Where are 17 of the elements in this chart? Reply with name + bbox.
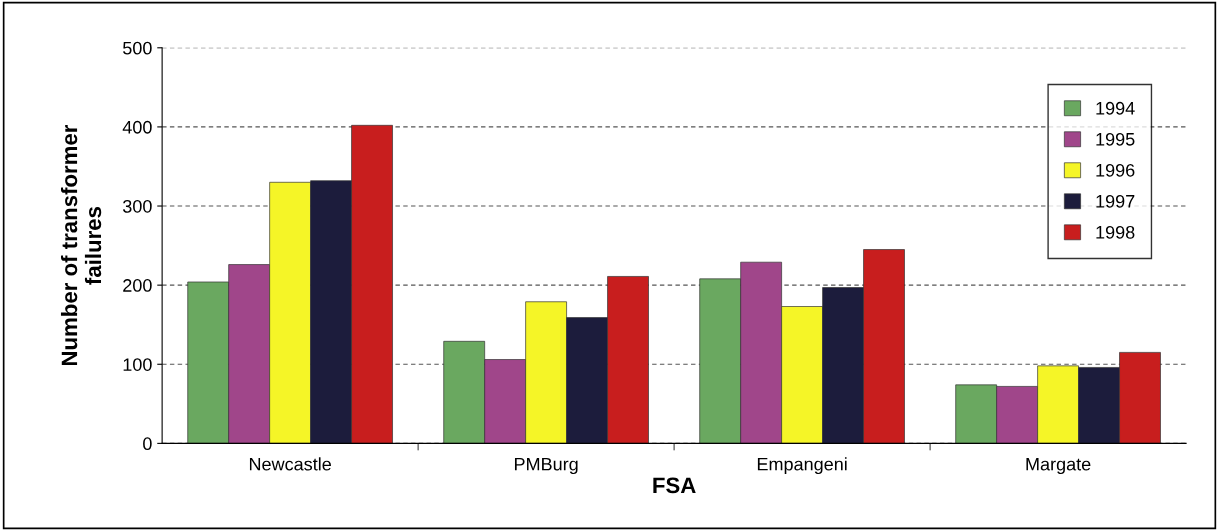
x-tick-label: Margate [1026, 457, 1091, 475]
x-tick-label: Empangeni [757, 457, 847, 475]
x-tick-label: PMBurg [514, 457, 578, 475]
y-tick-label: 500 [123, 41, 152, 55]
legend-label: 1994 [1096, 101, 1135, 115]
legend-label: 1997 [1096, 194, 1135, 208]
legend-label: 1995 [1096, 132, 1135, 146]
y-axis-title: Number of transformer failures [60, 124, 102, 366]
y-tick-label: 0 [143, 437, 152, 451]
x-axis-title: FSA [653, 477, 696, 494]
y-tick-label: 300 [122, 199, 152, 213]
x-tick-label: Newcastle [249, 457, 331, 471]
legend-label: 1996 [1096, 163, 1135, 177]
y-tick-label: 400 [122, 120, 152, 134]
y-tick-label: 200 [123, 279, 152, 292]
y-tick-label: 100 [123, 358, 152, 371]
legend-label: 1998 [1096, 225, 1135, 239]
